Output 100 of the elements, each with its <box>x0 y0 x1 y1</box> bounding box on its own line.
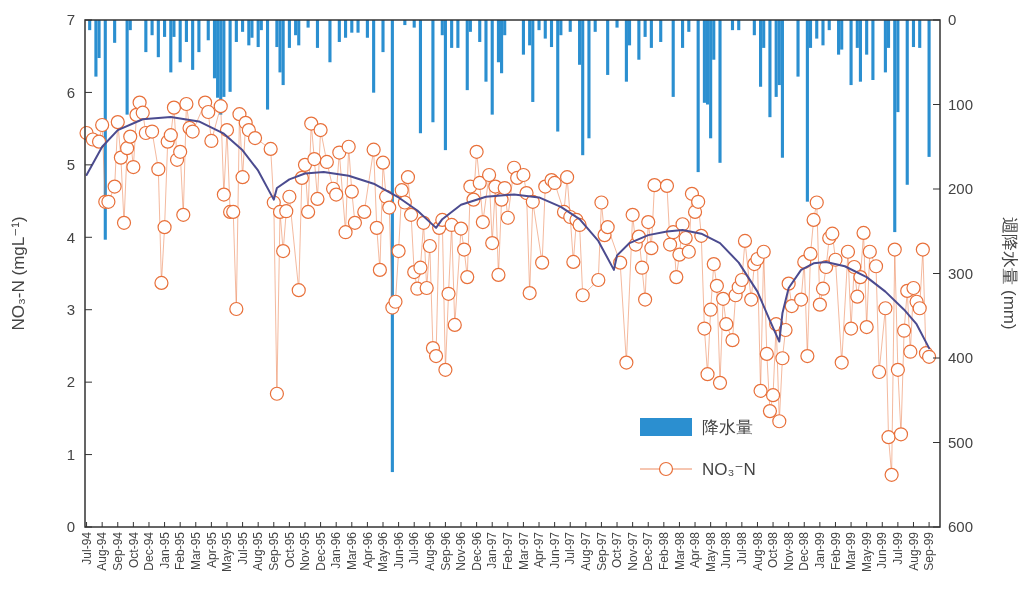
bar <box>815 20 819 39</box>
bar <box>450 20 454 48</box>
x-tick-label: Apr-96 <box>360 531 375 569</box>
bar <box>206 20 210 41</box>
y-tick-label: 1 <box>66 445 75 463</box>
legend-label: 降水量 <box>702 417 753 437</box>
legend-label: NO₃⁻N <box>702 459 756 479</box>
bar <box>543 20 547 39</box>
bar <box>490 20 494 115</box>
bar <box>178 20 182 63</box>
bar <box>234 20 238 42</box>
x-tick-label: Oct-94 <box>126 531 141 569</box>
x-tick-label: May-96 <box>376 531 391 573</box>
bar <box>418 20 423 134</box>
x-tick-label: Nov-95 <box>298 531 313 571</box>
bar <box>681 20 685 48</box>
x-tick-label: Sep-99 <box>922 531 937 571</box>
y-tick-label: 2 <box>66 373 75 391</box>
bar <box>265 20 270 110</box>
x-tick-label: Dec-96 <box>469 531 484 571</box>
x-tick-label: May-95 <box>220 531 235 573</box>
x-tick-label: Oct-98 <box>766 531 781 569</box>
x-tick-label: Jul-96 <box>407 531 422 565</box>
x-tick-label: Mar-98 <box>672 531 687 571</box>
bar <box>883 20 887 73</box>
y2-tick-label: 0 <box>948 11 957 29</box>
bar <box>381 20 385 53</box>
x-tick-label: Jun-99 <box>875 531 890 569</box>
bar <box>581 20 585 156</box>
x-tick-label: Feb-95 <box>173 531 188 571</box>
y-tick-label: 5 <box>66 156 75 174</box>
bar <box>659 20 663 42</box>
bar <box>918 20 922 48</box>
x-tick-label: May-98 <box>703 531 718 573</box>
x-tick-label: Sep-97 <box>594 531 609 571</box>
bar <box>537 20 541 31</box>
x-tick-label: Nov-98 <box>781 531 796 571</box>
bar <box>615 20 619 28</box>
x-tick-label: Sep-95 <box>266 531 281 571</box>
bar <box>805 20 809 202</box>
x-tick-label: Jan-95 <box>157 531 172 569</box>
x-tick-label: Nov-97 <box>625 531 640 571</box>
y2-tick-label: 400 <box>948 349 974 367</box>
bar <box>328 20 332 63</box>
bar <box>637 20 641 60</box>
bar <box>643 20 647 37</box>
bar <box>256 20 260 48</box>
bar <box>649 20 653 48</box>
x-tick-label: Feb-98 <box>657 531 672 571</box>
x-tick-label: Nov-96 <box>454 531 469 571</box>
x-tick-label: Jul-99 <box>891 531 906 565</box>
x-tick-label: Apr-98 <box>688 531 703 569</box>
x-tick-label: Sep-96 <box>438 531 453 571</box>
x-tick-label: Aug-95 <box>251 531 266 571</box>
bar <box>113 20 117 43</box>
x-tick-label: Sep-94 <box>110 531 125 571</box>
x-tick-label: Jan-97 <box>485 531 500 569</box>
bar <box>837 20 841 55</box>
x-tick-label: Oct-97 <box>610 531 625 569</box>
x-tick-label: Aug-94 <box>95 531 110 571</box>
bar <box>549 20 554 48</box>
x-tick-label: Jul-95 <box>235 531 250 565</box>
bar <box>456 20 460 48</box>
bar <box>759 20 763 87</box>
y2-tick-label: 600 <box>948 518 974 536</box>
bar <box>624 20 628 82</box>
bar <box>443 20 447 151</box>
bar <box>344 20 348 38</box>
x-tick-label: Jun-97 <box>547 531 562 569</box>
bar <box>281 20 285 86</box>
bar <box>228 20 232 92</box>
bar <box>247 20 251 46</box>
bar <box>144 20 148 53</box>
bar <box>587 20 591 139</box>
bar <box>796 20 800 77</box>
x-tick-label: Mar-97 <box>516 531 531 571</box>
x-tick-label: Jun-96 <box>391 531 406 569</box>
x-tick-label: Mar-95 <box>188 531 203 571</box>
bar <box>521 20 525 55</box>
bar <box>356 20 360 33</box>
bar <box>500 20 504 74</box>
bar <box>821 20 825 46</box>
bar <box>184 20 188 42</box>
y-axis-title: NO₃-N (mgL⁻¹) <box>9 216 28 331</box>
x-tick-label: Dec-94 <box>142 531 157 571</box>
bar <box>671 20 675 97</box>
x-tick-label: May-99 <box>859 531 874 573</box>
x-tick-label: Mar-96 <box>345 531 359 571</box>
x-tick-label: Jul-94 <box>79 531 94 565</box>
y2-tick-label: 200 <box>948 180 974 198</box>
bar <box>297 20 301 46</box>
x-tick-label: Feb-97 <box>501 531 516 571</box>
bar <box>780 20 784 158</box>
bar <box>849 20 853 86</box>
bar <box>337 20 341 42</box>
bar <box>287 20 291 48</box>
bar <box>531 20 535 102</box>
bar <box>702 20 706 103</box>
x-tick-label: Dec-98 <box>797 531 812 571</box>
y2-tick-label: 500 <box>948 433 974 451</box>
